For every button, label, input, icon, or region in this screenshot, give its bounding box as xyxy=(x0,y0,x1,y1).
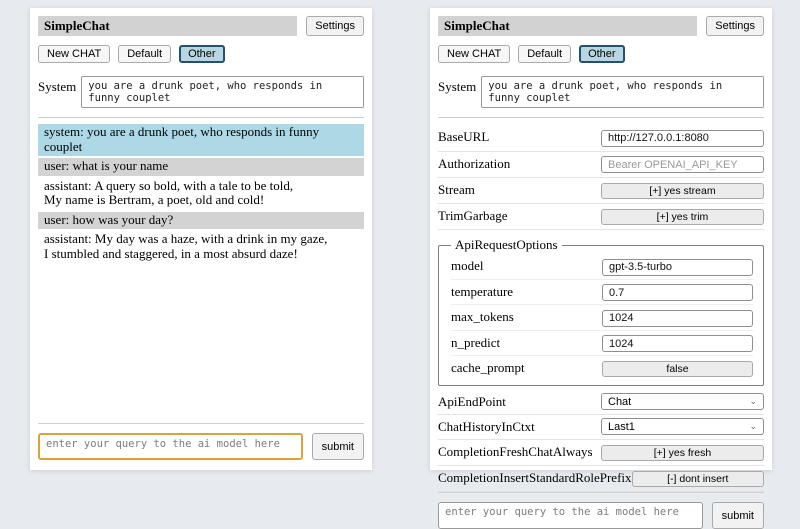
stream-toggle-button[interactable]: [+] yes stream xyxy=(601,183,764,199)
n-predict-label: n_predict xyxy=(451,334,501,350)
api-request-options-fieldset: ApiRequestOptions model temperature max_… xyxy=(438,237,764,386)
model-input[interactable] xyxy=(602,258,753,276)
query-bar: submit xyxy=(38,423,364,460)
baseurl-input[interactable] xyxy=(601,129,764,147)
baseurl-label: BaseURL xyxy=(438,129,490,145)
max-tokens-label: max_tokens xyxy=(451,309,514,325)
session-button-other[interactable]: Other xyxy=(179,45,225,63)
submit-button[interactable]: submit xyxy=(711,502,764,529)
system-label: System xyxy=(438,79,477,94)
setting-row-model: model xyxy=(451,254,753,280)
completion-fresh-toggle-button[interactable]: [+] yes fresh xyxy=(601,445,764,461)
authorization-input[interactable] xyxy=(601,156,764,173)
chat-message-assistant: assistant: A query so bold, with a tale … xyxy=(38,177,364,210)
chat-log: system: you are a drunk poet, who respon… xyxy=(38,124,364,423)
setting-row-completion-fresh: CompletionFreshChatAlways [+] yes fresh xyxy=(438,440,764,466)
chat-message-user: user: what is your name xyxy=(38,158,364,176)
system-prompt-row: System you are a drunk poet, who respond… xyxy=(38,76,364,108)
setting-row-completion-insert: CompletionInsertStandardRolePrefix [-] d… xyxy=(438,466,764,492)
n-predict-input[interactable] xyxy=(602,335,753,352)
completion-insert-label: CompletionInsertStandardRolePrefix xyxy=(438,470,632,485)
app-title: SimpleChat xyxy=(38,16,298,36)
chat-history-label: ChatHistoryInCtxt xyxy=(438,418,535,434)
setting-row-chat-history: ChatHistoryInCtxt Last1 ⌄ xyxy=(438,415,764,440)
api-endpoint-selected-value: Chat xyxy=(608,395,632,408)
query-bar: submit xyxy=(438,492,764,529)
max-tokens-input[interactable] xyxy=(602,309,753,327)
chat-message-system: system: you are a drunk poet, who respon… xyxy=(38,124,364,157)
chat-message-assistant: assistant: My day was a haze, with a dri… xyxy=(38,231,364,264)
setting-row-max-tokens: max_tokens xyxy=(451,305,753,331)
completion-insert-toggle-button[interactable]: [-] dont insert xyxy=(631,471,764,487)
api-request-options-legend: ApiRequestOptions xyxy=(455,237,558,252)
settings-panel: SimpleChat Settings New CHAT Default Oth… xyxy=(430,8,772,529)
cache-prompt-toggle-button[interactable]: false xyxy=(602,361,753,377)
session-buttons: New CHAT Default Other xyxy=(438,45,764,63)
setting-row-n-predict: n_predict xyxy=(451,331,753,356)
stream-label: Stream xyxy=(438,182,475,197)
setting-row-authorization: Authorization xyxy=(438,152,764,178)
system-prompt-row: System you are a drunk poet, who respond… xyxy=(438,76,764,108)
new-chat-button[interactable]: New CHAT xyxy=(438,45,511,63)
model-label: model xyxy=(451,258,484,274)
api-endpoint-label: ApiEndPoint xyxy=(438,393,506,409)
settings-list: BaseURL Authorization Stream [+] yes str… xyxy=(438,125,764,492)
query-input[interactable] xyxy=(438,502,703,529)
query-input[interactable] xyxy=(38,433,303,460)
settings-button[interactable]: Settings xyxy=(706,16,764,36)
app-title: SimpleChat xyxy=(438,16,698,36)
chevron-down-icon: ⌄ xyxy=(749,421,757,431)
setting-row-baseurl: BaseURL xyxy=(438,125,764,152)
system-prompt-input[interactable]: you are a drunk poet, who responds in fu… xyxy=(481,76,764,108)
session-button-default[interactable]: Default xyxy=(118,45,172,63)
trimgarbage-label: TrimGarbage xyxy=(438,208,508,223)
app-titlebar: SimpleChat Settings xyxy=(38,16,364,36)
session-button-other[interactable]: Other xyxy=(579,45,625,63)
header-divider xyxy=(38,117,364,118)
chat-panel: SimpleChat Settings New CHAT Default Oth… xyxy=(30,8,372,470)
session-button-default[interactable]: Default xyxy=(518,45,572,63)
authorization-label: Authorization xyxy=(438,155,511,171)
chat-history-select[interactable]: Last1 ⌄ xyxy=(601,418,764,435)
header-divider xyxy=(438,117,764,118)
chat-history-selected-value: Last1 xyxy=(608,420,635,433)
setting-row-temperature: temperature xyxy=(451,280,753,305)
setting-row-cache-prompt: cache_prompt false xyxy=(451,356,753,380)
chat-message-user: user: how was your day? xyxy=(38,211,364,230)
settings-button[interactable]: Settings xyxy=(306,16,364,36)
system-prompt-input[interactable]: you are a drunk poet, who responds in fu… xyxy=(81,76,364,108)
completion-fresh-label: CompletionFreshChatAlways xyxy=(438,444,593,459)
api-endpoint-select[interactable]: Chat ⌄ xyxy=(601,393,764,410)
session-buttons: New CHAT Default Other xyxy=(38,45,364,63)
temperature-input[interactable] xyxy=(602,284,753,301)
chevron-down-icon: ⌄ xyxy=(749,396,757,406)
trimgarbage-toggle-button[interactable]: [+] yes trim xyxy=(601,209,764,225)
submit-button[interactable]: submit xyxy=(311,433,364,460)
setting-row-trimgarbage: TrimGarbage [+] yes trim xyxy=(438,204,764,230)
new-chat-button[interactable]: New CHAT xyxy=(38,45,111,63)
setting-row-api-endpoint: ApiEndPoint Chat ⌄ xyxy=(438,390,764,415)
app-titlebar: SimpleChat Settings xyxy=(438,16,764,36)
temperature-label: temperature xyxy=(451,283,514,299)
system-label: System xyxy=(38,79,77,94)
cache-prompt-label: cache_prompt xyxy=(451,360,525,375)
setting-row-stream: Stream [+] yes stream xyxy=(438,178,764,204)
